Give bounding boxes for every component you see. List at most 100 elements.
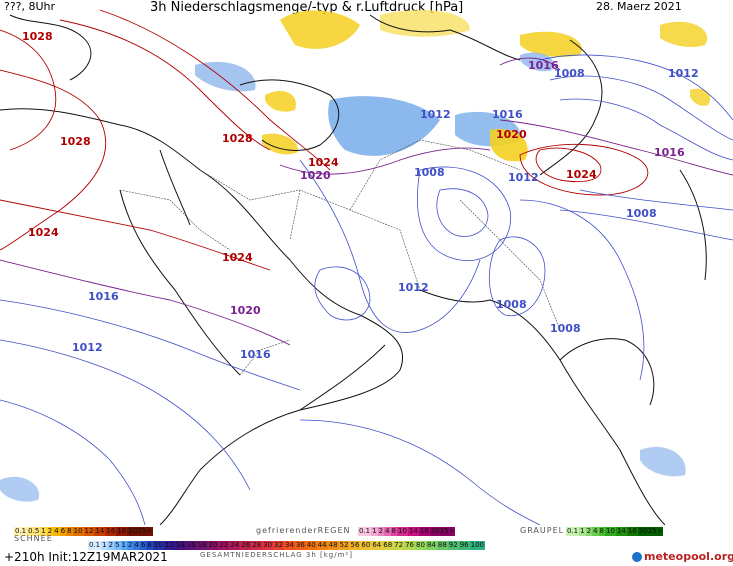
- legend-swatch: 16: [418, 527, 430, 536]
- legend-swatch: 1: [579, 527, 586, 536]
- freezing-rain-scale: 0.1 1 2 4 8 10 14 16 2025+: [358, 527, 456, 536]
- graupel-title: GRAUPEL: [520, 526, 565, 535]
- legend-swatch: 6: [139, 541, 147, 550]
- legend-swatch: 6: [59, 527, 67, 536]
- legend-swatch: 48: [327, 541, 339, 550]
- isobar-label: 1008: [550, 322, 581, 335]
- isobar-label: 1028: [222, 132, 253, 145]
- rain-scale: 0.1 0.5 1 2 4 6 8 10 12 14 16 18 2025+: [14, 527, 153, 536]
- legend-swatch: 14: [94, 527, 106, 536]
- legend-swatch: 22: [218, 541, 230, 550]
- isobar-label: 1008: [626, 207, 657, 220]
- legend-swatch: 1: [40, 527, 47, 536]
- legend-swatch: 16: [626, 527, 638, 536]
- legend-swatch: 28: [251, 541, 263, 550]
- legend-swatch: 10: [397, 527, 408, 536]
- legend-swatch: 4: [384, 527, 391, 536]
- legend-swatch: 10: [72, 527, 84, 536]
- model-run-info: +210h Init:12Z19MAR2021: [4, 550, 168, 564]
- legend-swatch: 0.5: [27, 527, 41, 536]
- total-precip-title: GESAMTNIEDERSCHLAG 3h [kg/m²]: [200, 551, 353, 559]
- legend-swatch: 2: [585, 527, 593, 536]
- brand-name: meteopool.org: [644, 550, 733, 563]
- isobar-labels: 1028 1028 1028 1024 1024 1024 1024 1020 …: [22, 30, 699, 361]
- legend-swatch: 24: [229, 541, 241, 550]
- valid-date: 28. Maerz 2021: [596, 0, 682, 13]
- isobar-label: 1012: [508, 171, 539, 184]
- legend-swatch: 8: [598, 527, 606, 536]
- legend-swatch: 80: [415, 541, 426, 550]
- isobar-label: 1016: [88, 290, 119, 303]
- isobar-label: 1016: [240, 348, 271, 361]
- legend-swatch: 2025+: [429, 527, 456, 536]
- legend-swatch: 18: [116, 527, 128, 536]
- legend-swatch: 26: [240, 541, 252, 550]
- legend-swatch: 96: [458, 541, 470, 550]
- map-title: 3h Niederschlagsmenge/-typ & r.Luftdruck…: [150, 0, 464, 15]
- isobar-label: 1012: [398, 281, 429, 294]
- country-borders: [119, 139, 561, 376]
- precipitation-areas: [0, 10, 711, 502]
- legend-swatch: 68: [382, 541, 394, 550]
- legend-swatch: 2025+: [637, 527, 664, 536]
- legend-swatch: 20: [207, 541, 219, 550]
- legend-swatch: 0.1: [358, 527, 372, 536]
- pressure-map: 1028 1028 1028 1024 1024 1024 1024 1020 …: [0, 9, 733, 525]
- snow-title: SCHNEE: [14, 534, 53, 543]
- isobar-label: 1016: [492, 108, 523, 121]
- isobar-label: 1012: [420, 108, 451, 121]
- brand-logo[interactable]: meteopool.org: [632, 550, 733, 563]
- graupel-scale: 0.1 1 2 4 8 10 14 16 2025+: [566, 527, 664, 536]
- legend-swatch: 40: [305, 541, 317, 550]
- isobar-label: 1024: [308, 156, 339, 169]
- isobar-label: 1008: [414, 166, 445, 179]
- legend-swatch: 60: [360, 541, 372, 550]
- isobar-label: 1024: [222, 251, 253, 264]
- legend-swatch: 4: [592, 527, 599, 536]
- legend-swatch: 4: [53, 527, 60, 536]
- legend-swatch: 10: [152, 541, 164, 550]
- isobar-label: 1024: [28, 226, 59, 239]
- time-label: ???, 8Uhr: [4, 0, 56, 13]
- snow-total-scale: 0.1 1 2 5 1 2 4 6 8 10 12 14 16 18 20 22 24 26 28 30 32 34 36 4…: [88, 541, 485, 550]
- legend-swatch: 36: [294, 541, 306, 550]
- isobar-label: 1020: [496, 128, 527, 141]
- isobar-label: 1028: [22, 30, 53, 43]
- isobar-label: 1016: [528, 59, 559, 72]
- legend-swatch: 8: [146, 541, 153, 550]
- isobars-mid: [0, 57, 733, 346]
- legend-swatch: 88: [436, 541, 448, 550]
- legend-swatch: 14: [174, 541, 186, 550]
- legend-swatch: 2: [107, 541, 115, 550]
- legend-swatch: 30: [262, 541, 274, 550]
- legend-swatch: 1: [120, 541, 128, 550]
- isobars-high: [0, 9, 649, 271]
- legend-swatch: 56: [349, 541, 361, 550]
- legend-swatch: 72: [393, 541, 405, 550]
- legend-swatch: 2: [46, 527, 54, 536]
- isobar-label: 1012: [72, 341, 103, 354]
- isobar-label: 1020: [300, 169, 331, 182]
- legend-swatch: 76: [404, 541, 416, 550]
- legend-swatch: 18: [196, 541, 208, 550]
- legend-swatch: 12: [83, 527, 95, 536]
- legend-swatch: 32: [273, 541, 284, 550]
- freezing-rain-title: gefrierenderREGEN: [256, 526, 351, 535]
- legend-swatch: 16: [105, 527, 117, 536]
- coastlines: [0, 14, 707, 525]
- legend-swatch: 12: [163, 541, 175, 550]
- legend-swatch: 2: [127, 541, 134, 550]
- isobar-label: 1008: [496, 298, 527, 311]
- precipitation-legend: 0.1 0.5 1 2 4 6 8 10 12 14 16 18 2025+ gefrierenderR…: [0, 525, 733, 566]
- isobar-label: 1008: [554, 67, 585, 80]
- legend-swatch: 2025+: [127, 527, 153, 536]
- legend-swatch: 34: [283, 541, 295, 550]
- legend-swatch: 5: [114, 541, 121, 550]
- legend-swatch: 8: [66, 527, 73, 536]
- legend-swatch: 10: [605, 527, 616, 536]
- legend-swatch: 16: [185, 541, 197, 550]
- legend-swatch: 1: [101, 541, 108, 550]
- legend-swatch: 0.1: [14, 527, 28, 536]
- legend-swatch: 14: [615, 527, 627, 536]
